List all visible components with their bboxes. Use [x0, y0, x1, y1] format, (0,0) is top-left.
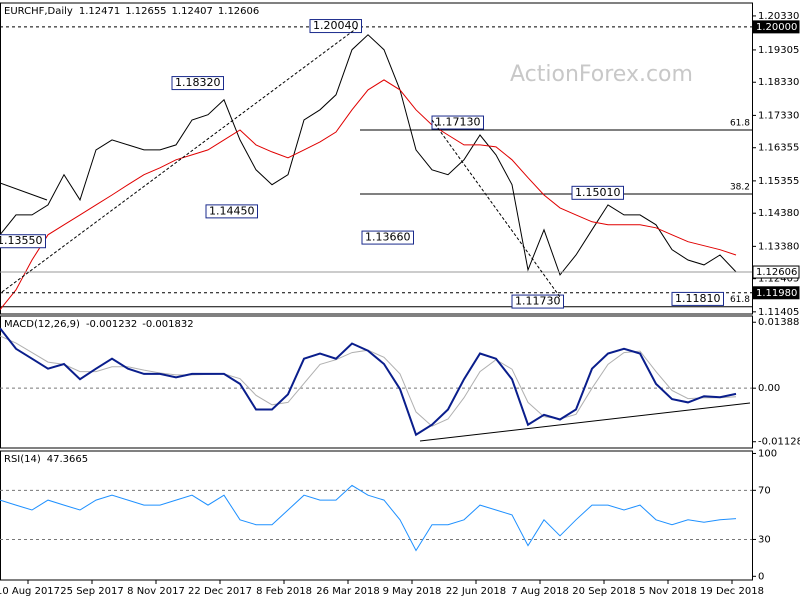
panel-value: -0.001232 [86, 319, 137, 330]
y-tick-label: 1.17330 [758, 110, 799, 121]
x-tick-label: 22 Dec 2017 [188, 586, 252, 597]
y-tick-label: 0 [758, 571, 764, 582]
price-tag-label: 1.20000 [756, 22, 797, 33]
panel-title: MACD(12,26,9) [4, 319, 80, 330]
price-label: 1.17130 [435, 116, 481, 129]
price-label-box [671, 291, 724, 306]
price-label: 1.13550 [0, 234, 43, 247]
y-tick-label: 0.013887 [758, 317, 800, 328]
fib-label: 61.8 [730, 295, 750, 305]
panel: ActionForex.com 61.8 38.2 61.8 1.20040 1.1832… [0, 2, 800, 318]
y-tick-label: 100 [758, 448, 777, 459]
panel-title: RSI(14) [4, 454, 41, 465]
y-tick-label: 1.16355 [758, 143, 799, 154]
y-tick-label: 0.00 [758, 383, 780, 394]
x-tick-label: 26 Mar 2018 [316, 586, 379, 597]
price-label: 1.20040 [313, 19, 359, 32]
price-label-box [205, 204, 258, 219]
plot-area [0, 484, 752, 552]
trend-line [1, 27, 358, 293]
panel-frame [0, 315, 753, 449]
drawings [0, 27, 751, 442]
price-label: 1.11810 [675, 292, 721, 305]
panel-value: -0.001832 [142, 319, 193, 330]
price-label-box [309, 19, 362, 34]
panel: 100 70 30 0 RSI(14) 47.3665 10 Aug 2017 25 Sep … [0, 448, 777, 597]
y-tick-label: 30 [758, 534, 771, 545]
price-label: 1.11730 [515, 295, 561, 308]
panel-value: 1.12471 [79, 6, 120, 17]
y-tick-label: 1.14380 [758, 208, 799, 219]
price-label-box [431, 115, 484, 130]
series-line [0, 34, 737, 276]
price-label: 1.14450 [209, 204, 255, 217]
price-tag [752, 20, 800, 34]
price-label-box [361, 230, 414, 245]
panel-title: EURCHF,Daily [4, 6, 73, 17]
x-tick-label: 5 Nov 2018 [639, 586, 697, 597]
y-tick-label: -0.011281 [758, 437, 800, 448]
x-tick-label: 20 Sep 2018 [572, 586, 635, 597]
y-tick-label: 1.15355 [758, 176, 799, 187]
x-tick-label: 10 Aug 2017 [0, 586, 60, 597]
y-tick-label: 1.12405 [758, 274, 799, 285]
series-line [0, 484, 737, 552]
panel: 0.013887 0.00 -0.011281 MACD(12,26,9) -0.001… [0, 315, 800, 449]
series-line [0, 327, 737, 437]
price-label-box [511, 294, 564, 309]
price-label-box [571, 185, 624, 200]
price-label-box [171, 76, 224, 91]
trend-line [419, 402, 751, 442]
x-tick-label: 9 May 2018 [383, 586, 442, 597]
fib-label: 61.8 [730, 118, 750, 128]
x-tick-label: 7 Aug 2018 [511, 586, 569, 597]
series-line [0, 79, 737, 311]
x-tick-label: 19 Dec 2018 [700, 586, 764, 597]
panel-value: 1.12655 [125, 6, 166, 17]
x-tick-label: 22 Jun 2018 [446, 586, 506, 597]
price-tag [752, 265, 800, 279]
price-label-box [0, 234, 46, 249]
watermark: ActionForex.com [510, 62, 693, 87]
y-tick-label: 1.13380 [758, 241, 799, 252]
x-tick-label: 25 Sep 2017 [60, 586, 123, 597]
price-tag [752, 286, 800, 300]
y-tick-label: 1.20330 [758, 11, 799, 22]
panel-value: 1.12606 [218, 6, 259, 17]
price-tag-label: 1.11980 [756, 288, 797, 299]
plot-area: ActionForex.com 61.8 38.2 61.8 1.20040 1.1832… [0, 19, 752, 311]
y-tick-label: 1.18330 [758, 77, 799, 88]
price-label: 1.15010 [575, 186, 621, 199]
price-label: 1.18320 [175, 76, 221, 89]
y-tick-label: 70 [758, 485, 771, 496]
y-tick-label: 1.19305 [758, 45, 799, 56]
price-label: 1.13660 [365, 231, 411, 244]
price-tag-label: 1.12606 [756, 267, 797, 278]
fib-label: 38.2 [730, 182, 750, 192]
panel-frame [0, 450, 753, 581]
trend-line [0, 182, 48, 201]
panel-value: 1.12407 [172, 6, 213, 17]
panel-value: 47.3665 [47, 454, 88, 465]
x-tick-label: 8 Nov 2017 [127, 586, 185, 597]
panel-frame [0, 2, 753, 315]
y-tick-label: 1.11405 [758, 307, 799, 318]
x-tick-label: 8 Feb 2018 [256, 586, 312, 597]
plot-area [0, 327, 752, 437]
trend-line [431, 119, 561, 298]
